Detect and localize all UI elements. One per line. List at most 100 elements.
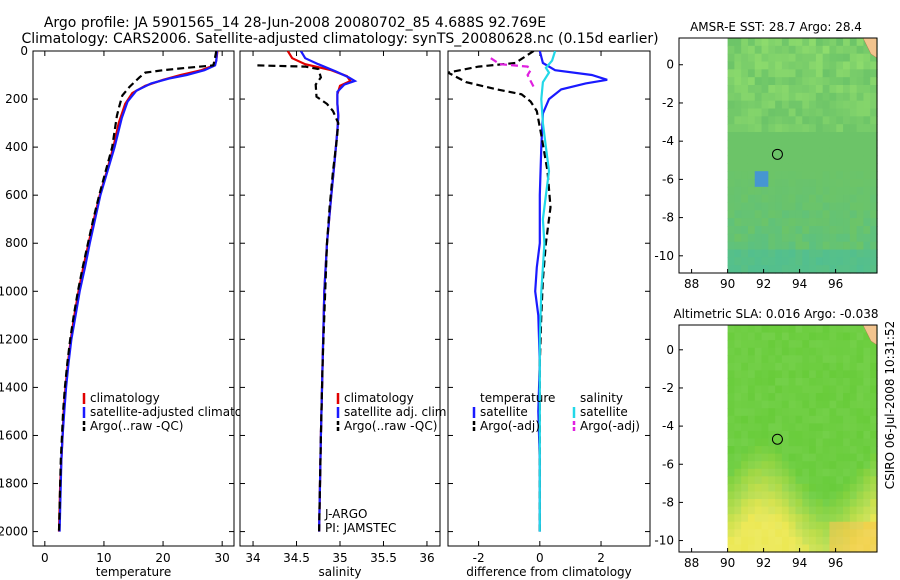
- sst-map-cell: [768, 257, 776, 266]
- sla-map-cell: [829, 423, 837, 432]
- sst-map-cell: [768, 226, 776, 235]
- depth-tick-label: 600: [5, 188, 28, 202]
- sla-map-cell: [761, 347, 769, 356]
- depth-tick-label: 1400: [0, 380, 28, 394]
- sla-map-cell: [795, 453, 803, 462]
- sla-map-cell: [768, 340, 776, 349]
- sla-map-cell: [802, 408, 810, 417]
- sst-map-cell: [788, 202, 797, 211]
- sst-map-cell: [856, 257, 865, 266]
- sst-map-cell: [829, 171, 837, 180]
- sla-map-cell: [761, 544, 769, 553]
- sla-map-cell: [741, 340, 749, 349]
- sla-map-cell: [795, 476, 803, 485]
- sst-map-cell: [781, 132, 790, 141]
- sla-map-cell: [856, 340, 865, 349]
- sla-map-cell: [741, 332, 749, 341]
- sst-map-cell: [795, 233, 803, 243]
- sla-map-cell: [775, 453, 783, 462]
- sst-map-cell: [870, 179, 878, 188]
- sla-map-cell: [856, 499, 865, 508]
- sst-map-cell: [815, 85, 824, 94]
- sla-map-cell: [775, 370, 783, 379]
- sla-map-cell: [856, 446, 865, 455]
- sst-map-cell: [747, 257, 756, 266]
- sla-map-cell: [829, 483, 837, 493]
- sst-map-cell: [754, 108, 763, 117]
- sla-map-cell: [822, 529, 831, 538]
- sla-map-cell: [849, 453, 858, 462]
- sla-map-cell: [747, 377, 756, 387]
- sla-map-cell: [775, 483, 783, 493]
- sst-map-cell: [754, 53, 763, 63]
- sst-map-cell: [870, 116, 878, 125]
- sst-map-cell: [836, 100, 844, 110]
- sst-map-cell: [788, 265, 797, 274]
- sla-map-cell: [775, 415, 783, 424]
- sst-map-ytick-label: -2: [662, 96, 674, 110]
- sla-map-cell: [843, 461, 851, 470]
- sla-map-cell: [856, 393, 865, 402]
- sla-map-cell: [788, 347, 797, 356]
- sst-map-cell: [761, 132, 769, 141]
- sla-map-cell: [754, 362, 763, 371]
- sla-map-cell: [761, 325, 769, 334]
- sst-map-cell: [788, 147, 797, 157]
- sla-map-cell: [761, 385, 769, 394]
- sla-map-cell: [802, 340, 810, 349]
- sst-map-cell: [856, 61, 865, 70]
- sst-map-cell: [863, 171, 871, 180]
- sla-map-cell: [836, 325, 844, 334]
- sst-map-cell: [727, 241, 735, 251]
- sla-map-cell: [822, 370, 831, 379]
- sla-map-cell: [795, 529, 803, 538]
- sla-map-cell: [856, 514, 865, 523]
- sst-map-cell: [822, 218, 831, 227]
- sst-map-cell: [849, 38, 858, 47]
- sst-map-cell: [849, 249, 858, 258]
- sst-map-cell: [788, 233, 797, 243]
- sst-map-cell: [788, 53, 797, 63]
- sla-map-cell: [802, 332, 810, 341]
- sst-map-cell: [747, 202, 756, 211]
- figure-title-line-1: Argo profile: JA 5901565_14 28-Jun-2008 …: [44, 15, 546, 31]
- sla-map-cell: [734, 347, 742, 356]
- sst-map-cell: [795, 132, 803, 141]
- sla-map-cell: [843, 536, 851, 546]
- sst-map-cell: [741, 61, 749, 70]
- sla-map-cell: [761, 453, 769, 462]
- sla-map-cell: [775, 377, 783, 387]
- sla-map-cell: [856, 423, 865, 432]
- sla-map-cell: [822, 332, 831, 341]
- sla-map-cell: [768, 355, 776, 364]
- sla-map-cell: [727, 332, 735, 341]
- sla-map-cell: [849, 544, 858, 553]
- sla-map-cell: [795, 506, 803, 515]
- sla-map-cell: [747, 385, 756, 394]
- sst-map-title: AMSR-E SST: 28.7 Argo: 28.4: [690, 20, 862, 34]
- sst-map-cell: [843, 69, 851, 78]
- sla-map-cell: [843, 499, 851, 508]
- sla-map-cell: [727, 370, 735, 379]
- sla-map-cell: [781, 453, 790, 462]
- sla-map-cell: [727, 499, 735, 508]
- sst-map-cell: [809, 202, 817, 211]
- sst-map-cell: [802, 85, 810, 94]
- sst-map-cell: [795, 69, 803, 78]
- sla-map-cell: [849, 332, 858, 341]
- sla-map-cell: [849, 506, 858, 515]
- sst-map-cell: [843, 210, 851, 219]
- sla-map-cell: [870, 347, 878, 356]
- sla-map-cell: [788, 468, 797, 477]
- sla-map-cell: [747, 514, 756, 523]
- sla-map-cell: [822, 393, 831, 402]
- sst-map-cell: [802, 179, 810, 188]
- sst-map-cell: [809, 85, 817, 94]
- sla-map-xtick-label: 92: [756, 556, 771, 570]
- sst-map-cell: [822, 45, 831, 55]
- sla-map-cell: [843, 400, 851, 409]
- sst-map-cell: [741, 194, 749, 204]
- sla-map-cell: [741, 408, 749, 417]
- sla-map-cell: [781, 544, 790, 553]
- sla-map-cell: [788, 506, 797, 515]
